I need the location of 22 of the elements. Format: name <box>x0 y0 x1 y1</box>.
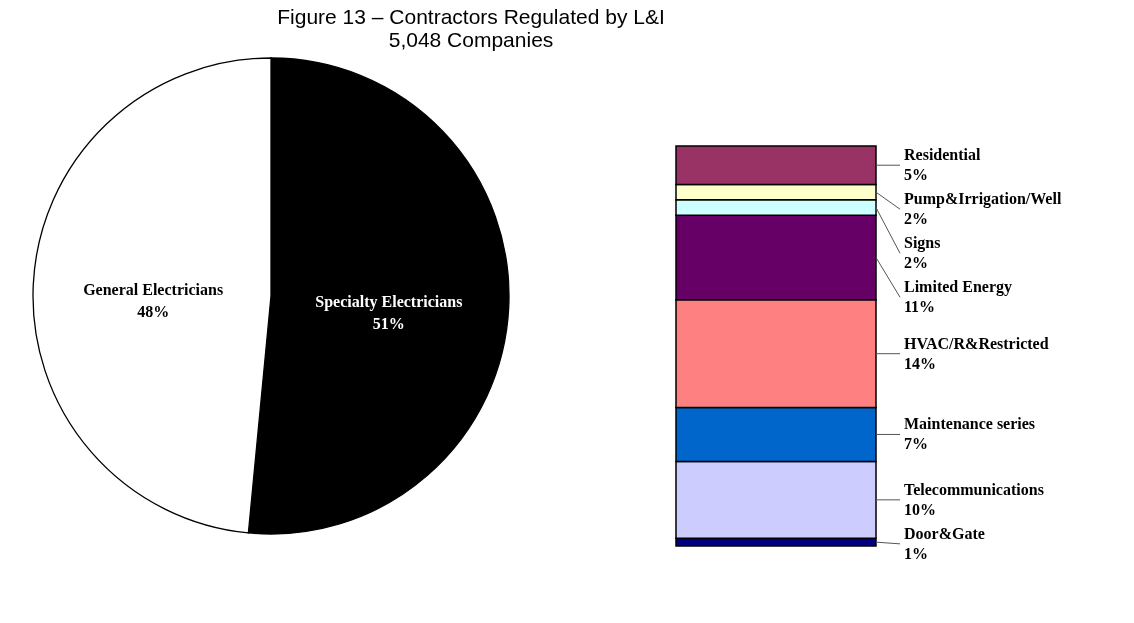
data-label: 10% <box>904 500 936 518</box>
chart-subtitle: 5,048 Companies <box>388 28 554 52</box>
data-label: 2% <box>904 210 928 228</box>
data-label: 7% <box>904 435 928 453</box>
chart-title: Figure 13 – Contractors Regulated by L&I <box>277 5 665 29</box>
slice-label: Specialty Electricians <box>315 292 463 311</box>
text: Signs <box>904 234 941 253</box>
data-label: 2% <box>904 254 928 272</box>
series-label: HVAC/R&Restricted <box>904 334 1049 352</box>
series-label: Door&Gate <box>904 524 985 542</box>
series-label: Pump&Irrigation/Well <box>904 190 1062 209</box>
series-label: Residential <box>904 146 981 164</box>
data-label: 11% <box>904 298 936 316</box>
slice-label: General Electricians <box>83 281 224 299</box>
data-label: 5% <box>904 166 928 184</box>
series-label: Maintenance series <box>904 415 1036 433</box>
data-label: 14% <box>904 354 936 372</box>
data-label: 48% <box>137 303 170 321</box>
series-label: Limited Energy <box>904 278 1012 297</box>
data-label: 51% <box>372 314 405 332</box>
series-label: Telecommunications <box>904 480 1044 498</box>
data-label: 1% <box>904 544 928 562</box>
